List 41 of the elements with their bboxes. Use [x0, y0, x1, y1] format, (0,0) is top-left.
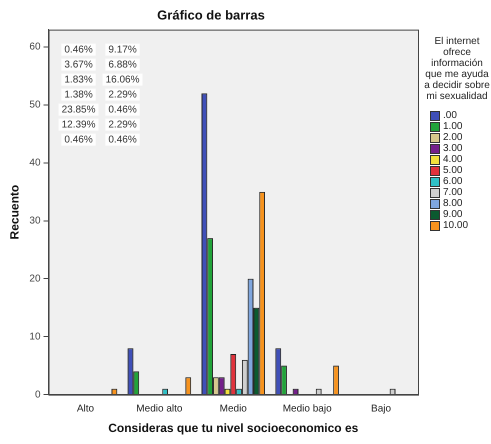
x-tick-label: Bajo — [371, 403, 392, 414]
y-tick-label: 60 — [29, 42, 41, 53]
legend-label: 9.00 — [443, 209, 462, 220]
y-tick-label: 20 — [29, 273, 41, 284]
annotation: 6.88% — [108, 59, 137, 70]
y-tick-label: 50 — [29, 100, 41, 111]
x-axis-title: Consideras que tu nivel socioeconomico es — [108, 421, 359, 436]
annotation: 3.67% — [64, 59, 93, 70]
annotation: 0.46% — [64, 44, 93, 56]
legend-label: 8.00 — [443, 198, 462, 209]
legend-label: 6.00 — [443, 176, 462, 187]
x-tick-label: Medio — [220, 403, 248, 414]
y-tick-label: 40 — [29, 158, 41, 169]
annotation: 2.29% — [108, 89, 137, 100]
annotation: 1.38% — [64, 89, 93, 100]
annotation: 0.46% — [108, 134, 137, 146]
annotation: 2.29% — [108, 119, 137, 130]
annotation: 1.83% — [64, 74, 93, 86]
legend-label: 3.00 — [443, 143, 462, 154]
y-axis-title: Recuento — [8, 184, 22, 240]
annotation: 16.06% — [106, 74, 140, 86]
legend-label: .00 — [443, 110, 457, 121]
legend-label: 10.00 — [443, 220, 468, 231]
y-tick-label: 10 — [29, 331, 41, 342]
legend-title: El internet ofrece información que me ayuda a decidir sobre mi sexualidad — [424, 36, 490, 102]
legend-label: 7.00 — [443, 187, 462, 198]
legend-label: 2.00 — [443, 132, 462, 143]
annotation: 0.46% — [64, 134, 93, 146]
annotation: 9.17% — [108, 44, 137, 56]
legend-label: 5.00 — [443, 165, 462, 176]
chart-title: Gráfico de barras — [157, 7, 265, 22]
annotation: 23.85% — [62, 104, 96, 116]
y-tick-label: 30 — [29, 216, 41, 227]
x-tick-label: Medio bajo — [282, 403, 332, 414]
annotation: 12.39% — [62, 119, 96, 130]
x-tick-label: Medio alto — [136, 403, 183, 414]
x-tick-label: Alto — [76, 403, 95, 414]
annotation: 0.46% — [108, 104, 137, 116]
legend-label: 1.00 — [443, 121, 462, 132]
legend-label: 4.00 — [443, 154, 462, 165]
y-tick-label: 0 — [34, 389, 41, 400]
